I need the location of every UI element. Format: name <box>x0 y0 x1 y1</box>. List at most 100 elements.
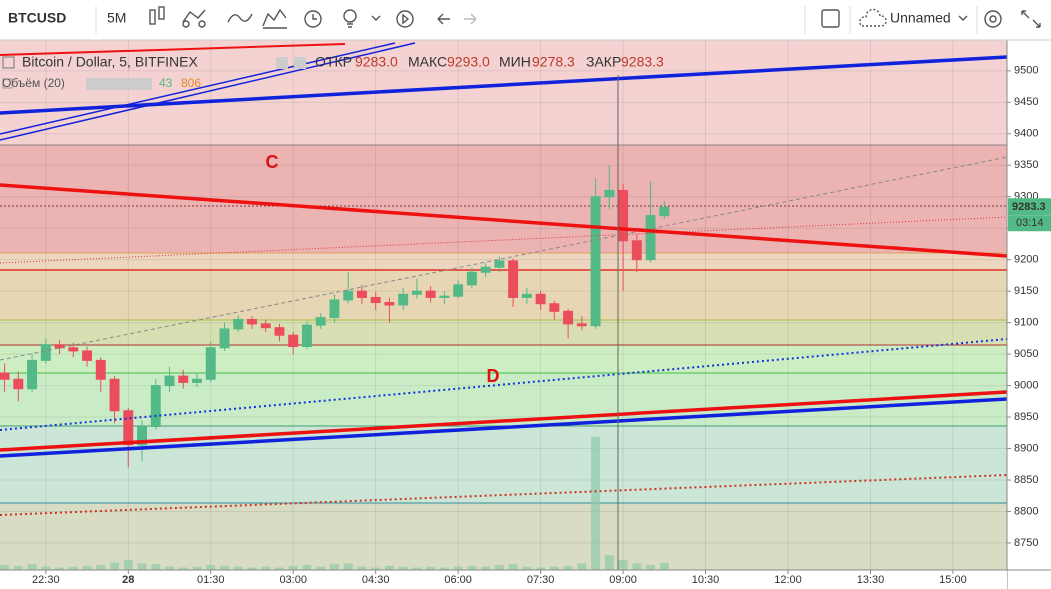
time-axis <box>0 570 1007 589</box>
candle-body <box>604 189 615 198</box>
volume-bar <box>192 566 202 570</box>
replay-icon[interactable] <box>396 10 414 28</box>
ohlc-value: 9283.3 <box>621 54 664 70</box>
axes: 8750 8800 8850 8900 8950 9000 9050 9100 9150 9200… <box>32 65 1051 586</box>
candle-body <box>0 372 10 380</box>
volume-bar <box>618 560 628 570</box>
indicators-icon[interactable] <box>182 9 206 28</box>
last-price-label: 9283.3 <box>1012 201 1046 213</box>
x-tick-label: 09:00 <box>609 574 637 586</box>
ohlc-label: ЗАКР <box>586 54 621 70</box>
candle-body <box>411 290 422 295</box>
undo-icon[interactable] <box>437 13 450 25</box>
collapse-icon[interactable] <box>2 56 15 69</box>
collapse-icon[interactable] <box>2 78 13 89</box>
candle-body <box>631 240 642 261</box>
candle-body <box>356 290 367 298</box>
redo-icon[interactable] <box>464 13 477 25</box>
toolbar: BTCUSD 5M Unnamed <box>0 0 1051 41</box>
volume-bar <box>110 562 120 570</box>
candle-body <box>109 378 120 412</box>
candle-body <box>521 293 532 298</box>
candle-body <box>192 378 202 383</box>
study-icons[interactable] <box>86 78 152 90</box>
candle-body <box>618 189 629 242</box>
symbol[interactable]: BTCUSD <box>8 10 66 26</box>
volume-bar <box>536 567 546 570</box>
y-tick-label: 8750 <box>1014 537 1038 549</box>
ohlc-label: МИН <box>499 54 531 70</box>
candle-body <box>508 260 519 298</box>
countdown-box <box>1008 215 1051 232</box>
candle-body <box>645 215 656 261</box>
zones <box>0 40 1007 570</box>
grid <box>0 40 1007 570</box>
maximize-icon[interactable] <box>1021 10 1041 28</box>
candle-body <box>247 318 257 325</box>
price-axis <box>1007 40 1051 570</box>
candle-body <box>82 350 93 361</box>
volume-bar <box>165 566 174 570</box>
candle-body <box>576 323 587 327</box>
candles <box>0 165 670 468</box>
candle-body <box>384 301 395 306</box>
templates-icon[interactable] <box>262 8 287 29</box>
x-tick-label: 13:30 <box>857 574 885 586</box>
x-tick-label: 12:00 <box>774 574 802 586</box>
volume-bar <box>137 563 147 570</box>
candle-body <box>150 385 161 427</box>
eye-icon[interactable] <box>276 57 288 69</box>
volume-bar <box>27 564 37 570</box>
candle-body <box>205 347 216 380</box>
volume <box>0 437 669 570</box>
alert-icon[interactable] <box>304 10 322 28</box>
x-tick-label: 15:00 <box>939 574 967 586</box>
volume-bar <box>412 567 422 570</box>
settings-icon[interactable] <box>984 10 1002 28</box>
candle-body <box>343 290 354 301</box>
y-tick-label: 9400 <box>1014 128 1038 140</box>
x-tick-label: 03:00 <box>279 574 307 586</box>
volume-bar <box>549 566 559 570</box>
volume-bar <box>302 565 312 570</box>
x-tick-label: 22:30 <box>32 574 60 586</box>
volume-bar <box>426 566 436 570</box>
volume-bar <box>632 563 642 570</box>
y-tick-label: 9100 <box>1014 317 1038 329</box>
candle-body <box>590 196 601 327</box>
drawings: C D <box>0 42 1008 570</box>
chart-type-icon[interactable] <box>149 6 165 25</box>
interval[interactable]: 5M <box>107 10 126 26</box>
ohlc-value: 9293.0 <box>447 54 490 70</box>
annotation: D <box>487 366 500 386</box>
volume-bar <box>233 566 243 570</box>
y-tick-label: 8950 <box>1014 411 1038 423</box>
compare-icon[interactable] <box>227 13 253 23</box>
x-tick-label: 04:30 <box>362 574 390 586</box>
y-tick-label: 9450 <box>1014 96 1038 108</box>
candle-body <box>13 378 24 390</box>
volume-bar <box>646 565 656 570</box>
candle-body <box>563 310 574 325</box>
volume-bar <box>275 567 284 570</box>
volume-bar <box>220 565 229 570</box>
x-tick-label: 06:00 <box>444 574 472 586</box>
volume-bar <box>577 563 587 570</box>
volume-bar <box>247 567 257 570</box>
layout-name[interactable]: Unnamed <box>890 10 951 26</box>
annotation: C <box>266 152 279 172</box>
candle-body <box>480 266 491 273</box>
volume-bar <box>55 567 65 570</box>
fullscreen-box[interactable] <box>821 9 840 28</box>
ideas-icon[interactable] <box>343 9 381 28</box>
volume-value: 806 <box>181 76 201 90</box>
volume-value: 43 <box>159 76 173 90</box>
volume-bar <box>508 564 518 570</box>
candle-body <box>164 375 175 387</box>
volume-bar <box>384 565 394 570</box>
cloud-icon[interactable] <box>859 8 887 27</box>
settings-icon[interactable] <box>294 57 306 69</box>
volume-bar <box>96 565 106 570</box>
candle-body <box>274 327 285 336</box>
